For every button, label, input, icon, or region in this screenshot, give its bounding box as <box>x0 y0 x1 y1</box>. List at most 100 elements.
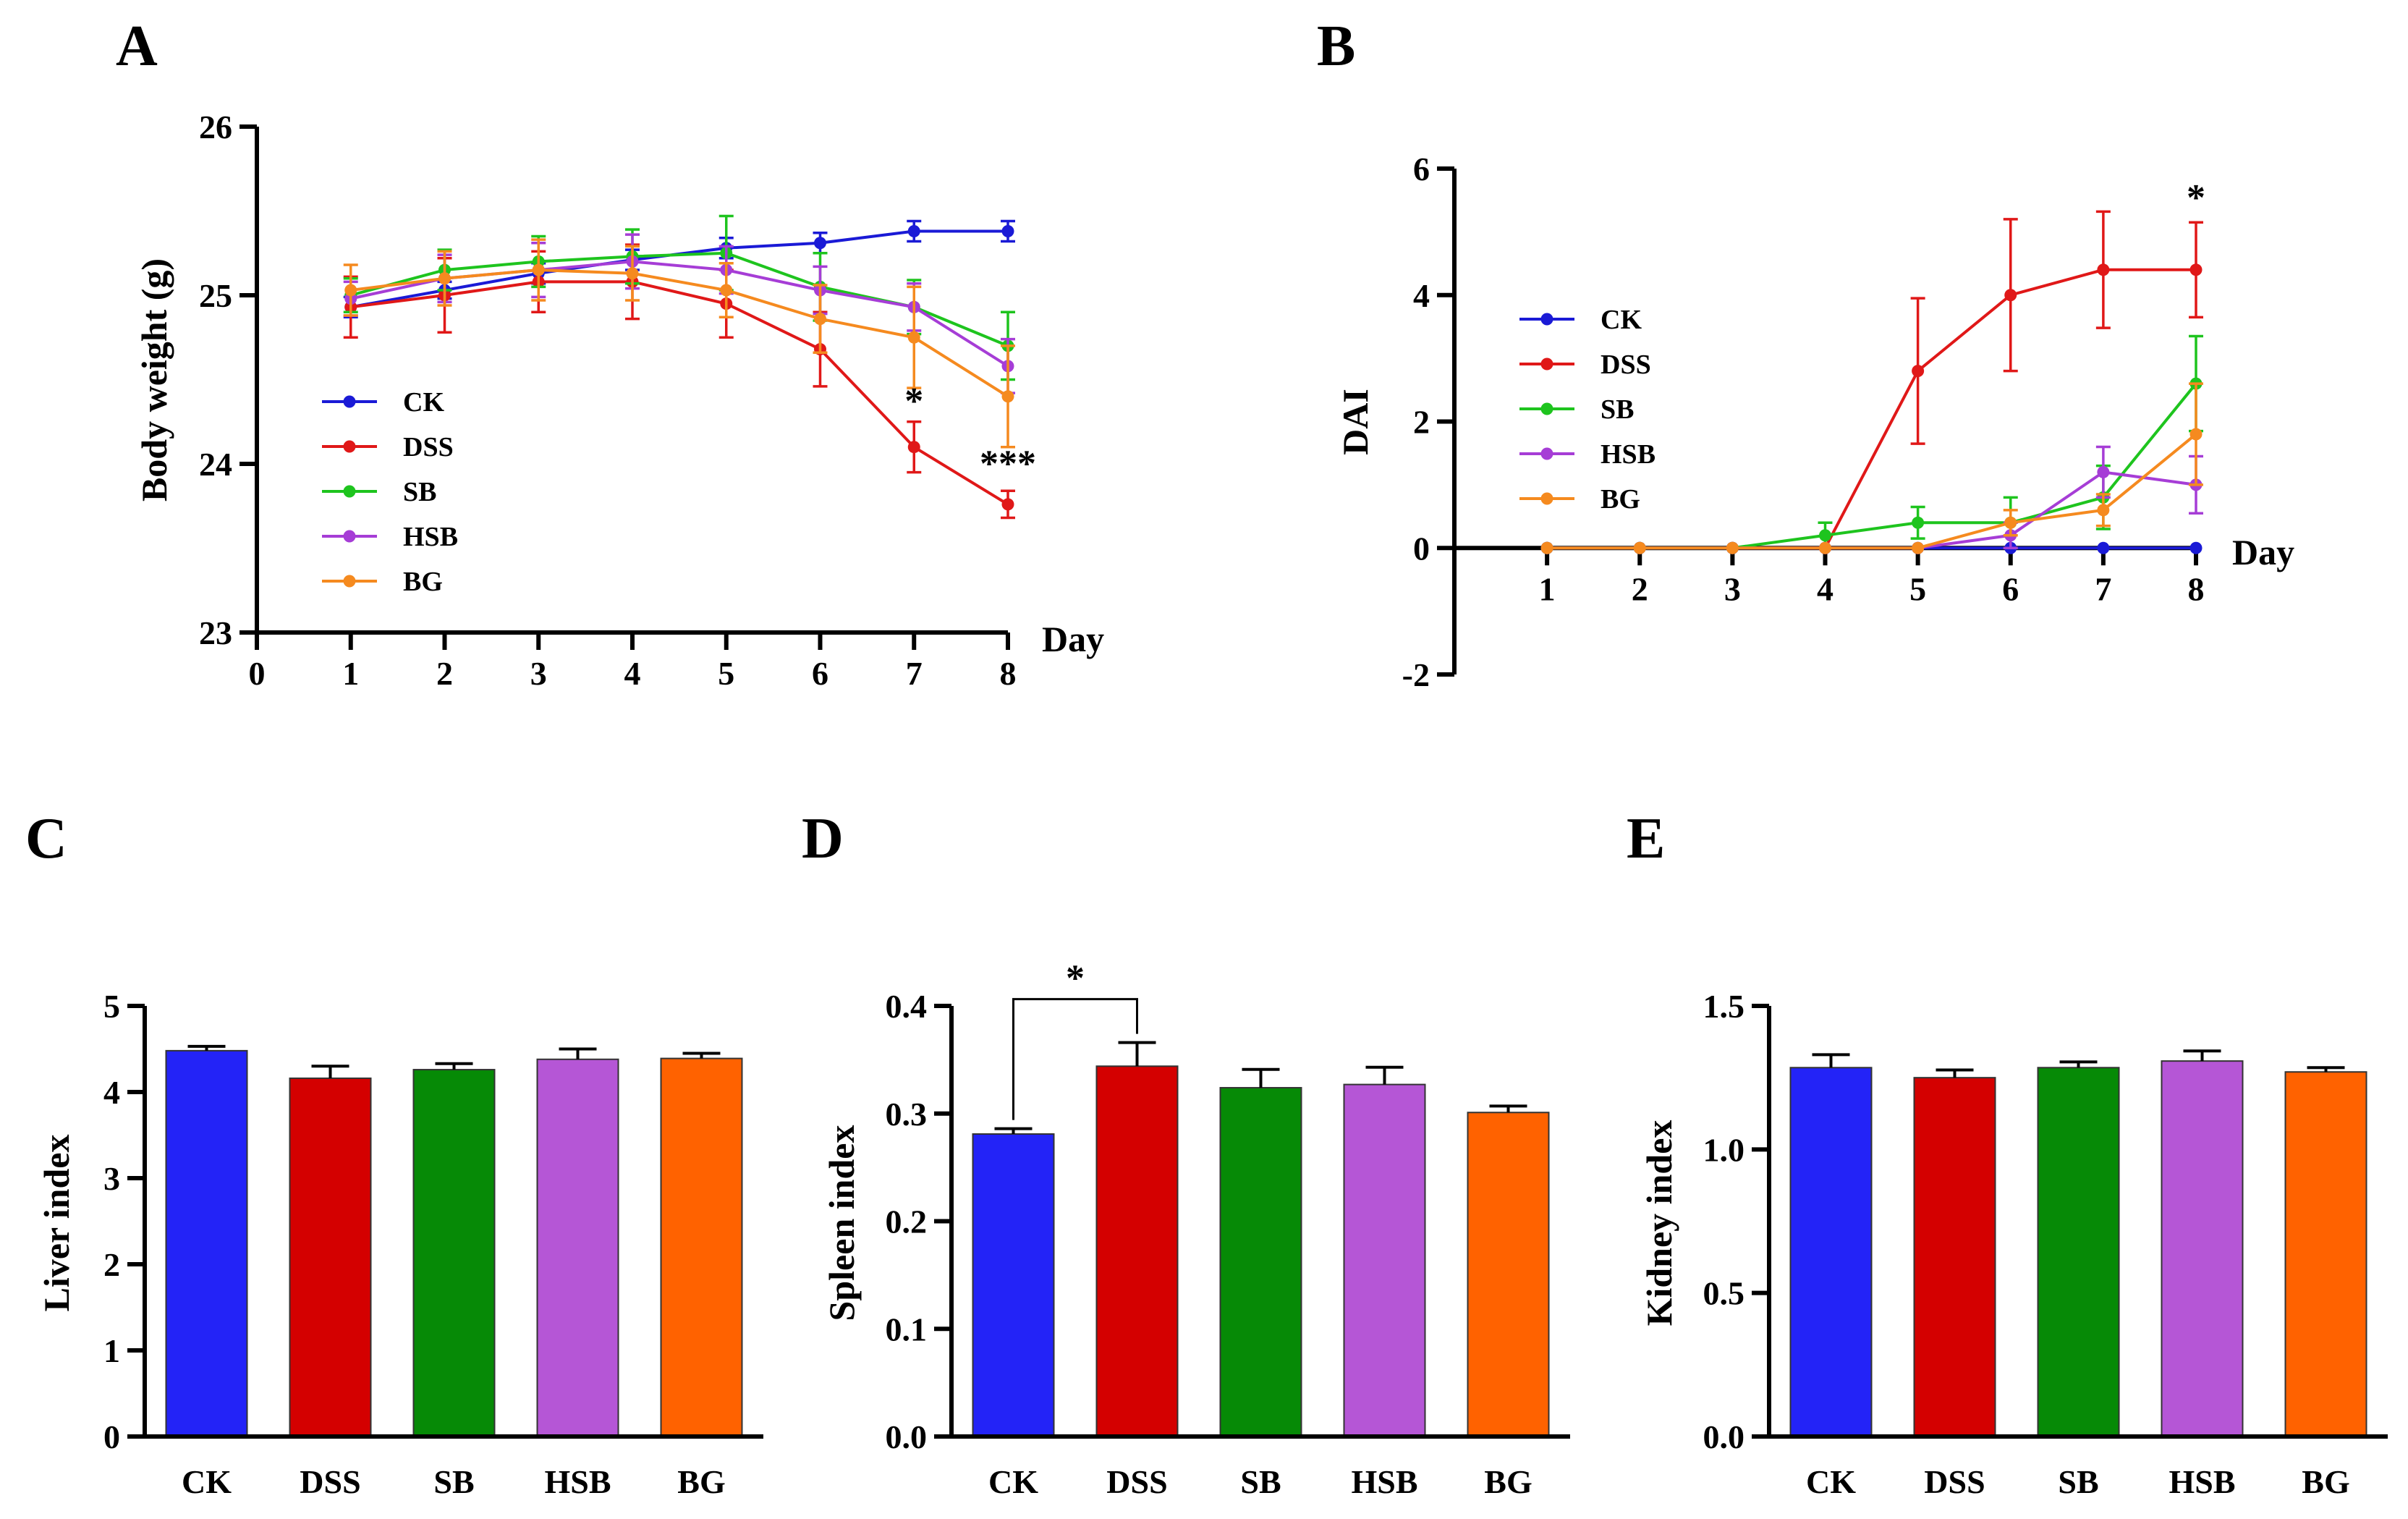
y-tick-label: 0.3 <box>886 1096 928 1133</box>
bar <box>289 1077 372 1437</box>
x-tick-label: SB <box>433 1463 474 1500</box>
y-tick-label: 0.1 <box>886 1311 928 1347</box>
y-tick-label: 6 <box>1413 151 1430 187</box>
y-tick-label: 4 <box>103 1074 120 1111</box>
legend-label: BG <box>403 567 443 597</box>
data-point <box>907 331 920 344</box>
panel-letter: A <box>116 14 158 78</box>
bar-ck <box>972 1127 1055 1437</box>
legend: CK DSS SB HSB BG <box>322 387 458 597</box>
x-tick-label: 3 <box>1724 570 1741 607</box>
y-tick-label: -2 <box>1402 656 1430 693</box>
data-point <box>1633 541 1646 554</box>
significance-marker: * <box>2187 177 2205 219</box>
x-tick-label: 2 <box>1632 570 1648 607</box>
y-tick-label: 1.5 <box>1703 988 1745 1025</box>
legend-swatch-marker <box>1540 492 1553 505</box>
panel-letter: B <box>1317 14 1355 78</box>
x-tick-label: 1 <box>1539 570 1556 607</box>
data-point <box>626 267 639 280</box>
data-point <box>1819 529 1831 542</box>
bar-dss <box>1913 1068 1996 1437</box>
legend-swatch-marker <box>343 530 356 543</box>
bar-bg <box>1467 1104 1550 1437</box>
data-point <box>720 284 733 297</box>
x-tick-label: HSB <box>544 1463 611 1500</box>
bar-sb <box>2037 1060 2120 1437</box>
data-point <box>2189 263 2203 276</box>
data-point <box>1912 516 1925 529</box>
bar <box>1343 1083 1426 1438</box>
data-point <box>1001 224 1014 237</box>
x-tick-label: SB <box>2058 1463 2098 1500</box>
data-point <box>438 272 451 285</box>
x-tick-label: 8 <box>2188 570 2205 607</box>
series-bg <box>1540 382 2203 554</box>
y-axis-title: Body weight (g) <box>134 258 174 502</box>
data-point <box>1912 541 1925 554</box>
x-tick-label: HSB <box>1351 1463 1417 1500</box>
y-axis-title: Spleen index <box>821 1125 862 1321</box>
legend-label: SB <box>403 477 436 507</box>
x-tick-label: 0 <box>249 655 266 692</box>
y-tick-label: 0.0 <box>1703 1418 1745 1455</box>
x-tick-label: DSS <box>1924 1463 1985 1500</box>
series-line <box>350 280 1009 506</box>
bar <box>1095 1065 1179 1438</box>
legend-label: CK <box>1601 305 1642 335</box>
x-tick-label: 1 <box>342 655 359 692</box>
bar-ck <box>1789 1053 1873 1437</box>
x-tick-label: BG <box>677 1463 725 1500</box>
data-point <box>2189 428 2203 441</box>
bar-sb <box>412 1062 496 1438</box>
x-tick-label: 7 <box>906 655 923 692</box>
data-point <box>814 237 826 250</box>
data-point <box>1726 541 1739 554</box>
bar-hsb <box>2161 1049 2244 1438</box>
data-point <box>2004 289 2017 302</box>
y-tick-label: 1 <box>103 1332 120 1369</box>
data-point <box>907 441 920 454</box>
y-tick-label: 3 <box>103 1160 120 1197</box>
data-point <box>1540 541 1553 554</box>
data-point <box>532 263 545 276</box>
legend-swatch-marker <box>1540 357 1553 371</box>
bar <box>1913 1077 1996 1437</box>
x-tick-label: HSB <box>2169 1463 2235 1500</box>
bar-dss <box>1095 1041 1179 1438</box>
y-tick-label: 25 <box>199 277 232 314</box>
data-point <box>2189 541 2203 554</box>
bar-hsb <box>1343 1065 1426 1438</box>
legend-label: HSB <box>1601 439 1656 470</box>
legend-swatch-marker <box>343 485 356 498</box>
x-tick-label: 7 <box>2095 570 2111 607</box>
panel-e: E CK DSS SB HSB BG 0.0 0.5 1.0 1.5 Kidney index <box>1627 807 2388 1500</box>
bar-hsb <box>536 1047 619 1437</box>
significance-marker: *** <box>980 443 1036 484</box>
x-tick-label: 3 <box>530 655 547 692</box>
legend-swatch-marker <box>1540 313 1553 326</box>
x-tick-label: CK <box>182 1463 232 1500</box>
legend: CK DSS SB HSB BG <box>1519 305 1656 515</box>
panel-letter: C <box>25 807 67 871</box>
legend-swatch-marker <box>343 395 356 408</box>
significance-bracket <box>1012 998 1138 1120</box>
significance-marker: * <box>904 381 923 422</box>
x-axis-title: Day <box>1042 619 1104 659</box>
y-tick-label: 0.0 <box>886 1418 928 1455</box>
x-tick-label: BG <box>1484 1463 1532 1500</box>
bar <box>972 1133 1055 1437</box>
legend-label: CK <box>403 387 444 418</box>
bar <box>2037 1067 2120 1437</box>
x-tick-label: DSS <box>300 1463 360 1500</box>
bar <box>660 1057 743 1437</box>
y-tick-label: 5 <box>103 988 120 1025</box>
data-point <box>1001 390 1014 403</box>
legend-label: DSS <box>1601 350 1651 380</box>
y-tick-label: 0.4 <box>886 988 928 1025</box>
y-tick-label: 0 <box>1413 530 1430 567</box>
panel-letter: D <box>802 807 844 871</box>
legend-label: BG <box>1601 484 1640 515</box>
